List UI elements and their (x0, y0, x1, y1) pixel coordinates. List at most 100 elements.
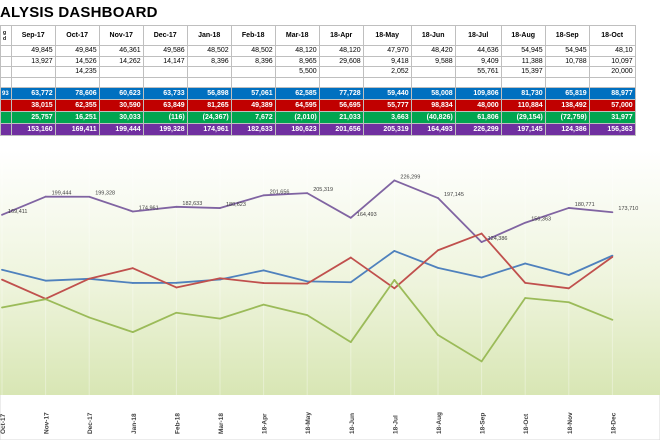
data-label: 174,961 (139, 205, 159, 211)
table-cell: 201,656 (318, 123, 364, 136)
data-point (437, 249, 439, 252)
table-cell (54, 76, 100, 88)
table-cell: 63,849 (142, 99, 188, 112)
data-label: 124,386 (488, 236, 508, 242)
data-point (524, 281, 527, 284)
column-header: Feb-18 (230, 25, 276, 46)
data-point (1, 278, 3, 281)
table-cell: 64,595 (274, 99, 320, 112)
data-label: 199,328 (95, 191, 115, 197)
column-header: Jan-18 (186, 25, 232, 46)
data-point (131, 210, 134, 213)
table-cell: (2,010) (274, 111, 320, 124)
table-cell (274, 76, 320, 88)
data-label: 182,633 (182, 201, 202, 207)
table-cell (454, 76, 502, 88)
table-cell: 54,945 (544, 45, 590, 57)
table-row: 13,927 14,526 14,262 14,147 8,396 8,396 8,965 2… (0, 55, 636, 67)
data-point (393, 250, 396, 252)
row-label (0, 55, 12, 67)
data-point (480, 241, 483, 243)
data-point (306, 314, 309, 317)
table-cell: 44,636 (454, 45, 502, 57)
table-cell: 60,623 (98, 87, 144, 100)
data-label: 226,299 (400, 174, 420, 180)
x-tick-label: Oct-17 (0, 413, 7, 434)
table-cell: (40,826) (410, 111, 456, 124)
data-point (219, 317, 221, 320)
data-label: 180,623 (226, 202, 246, 208)
table-cell: 30,590 (98, 99, 144, 112)
x-tick-label: Mar-18 (218, 413, 225, 434)
table-cell: 63,772 (10, 87, 56, 100)
table-cell (362, 76, 412, 88)
data-point (567, 301, 570, 304)
table-cell: (29,154) (500, 111, 546, 124)
table-cell (410, 76, 456, 88)
table-cell: 54,945 (500, 45, 546, 57)
table-cell: 81,265 (186, 99, 232, 112)
data-point (349, 341, 352, 343)
data-point (567, 287, 570, 290)
x-tick-label: Jan-18 (131, 413, 138, 434)
x-tick-label: 18-Sep (480, 413, 487, 434)
table-cell: 55,761 (454, 66, 502, 78)
table-cell (10, 76, 56, 88)
data-point (480, 276, 483, 279)
data-point (611, 211, 614, 214)
table-cell: 182,633 (230, 123, 276, 136)
table-cell (230, 66, 276, 78)
table-row: 38,015 62,355 30,590 63,849 81,265 49,389 64,5… (0, 99, 636, 112)
table-cell: 55,777 (362, 99, 412, 112)
data-label: 205,319 (313, 187, 333, 193)
table-cell (410, 66, 456, 78)
data-point (480, 232, 483, 235)
data-point (175, 205, 178, 208)
row-label (0, 123, 12, 136)
table-cell: 8,396 (230, 55, 276, 67)
table-cell: (24,367) (186, 111, 232, 124)
data-point (567, 274, 570, 276)
table-cell: 48,120 (318, 45, 364, 57)
data-point (175, 281, 178, 284)
data-point (524, 221, 527, 224)
table-cell: 63,733 (142, 87, 188, 100)
table-row: 14,235 5,500 2,052 55,761 15,397 20,000 (0, 66, 636, 78)
table-cell: 8,396 (186, 55, 232, 67)
data-point (219, 277, 221, 280)
data-label: 156,363 (531, 217, 551, 223)
data-point (262, 303, 265, 306)
table-cell: 199,444 (98, 123, 144, 136)
table-cell: 49,845 (54, 45, 100, 57)
data-point (611, 318, 614, 321)
data-label: 164,493 (357, 212, 377, 218)
data-point (219, 207, 221, 209)
table-cell: 14,147 (142, 55, 188, 67)
table-cell: 10,788 (544, 55, 590, 67)
table-cell: 62,355 (54, 99, 100, 112)
data-point (131, 331, 134, 334)
table-cell: 49,586 (142, 45, 188, 57)
data-point (393, 287, 396, 290)
column-header: Dec-17 (142, 25, 188, 46)
data-label: 197,145 (444, 192, 464, 198)
table-cell: 77,728 (318, 87, 364, 100)
table-cell: 205,319 (362, 123, 412, 136)
table-cell: 164,493 (410, 123, 456, 136)
table-cell: 59,440 (362, 87, 412, 100)
data-point (567, 207, 570, 209)
table-cell: 58,008 (410, 87, 456, 100)
chart-area: 169,411 199,444 199,328 174,961 182,633 180,6… (0, 149, 660, 441)
table-cell: 14,262 (98, 55, 144, 67)
table-cell: 47,970 (362, 45, 412, 57)
table-cell: 2,052 (362, 66, 412, 78)
data-point (349, 256, 352, 259)
column-header: Mar-18 (274, 25, 320, 46)
table-cell: 57,061 (230, 87, 276, 100)
table-cell: 174,961 (186, 123, 232, 136)
column-header: 18-Jun (410, 25, 456, 46)
table-row: 49,845 49,845 46,361 49,586 48,502 48,502 48,1… (0, 45, 636, 57)
data-point (437, 197, 439, 199)
table-cell: 38,015 (10, 99, 56, 112)
